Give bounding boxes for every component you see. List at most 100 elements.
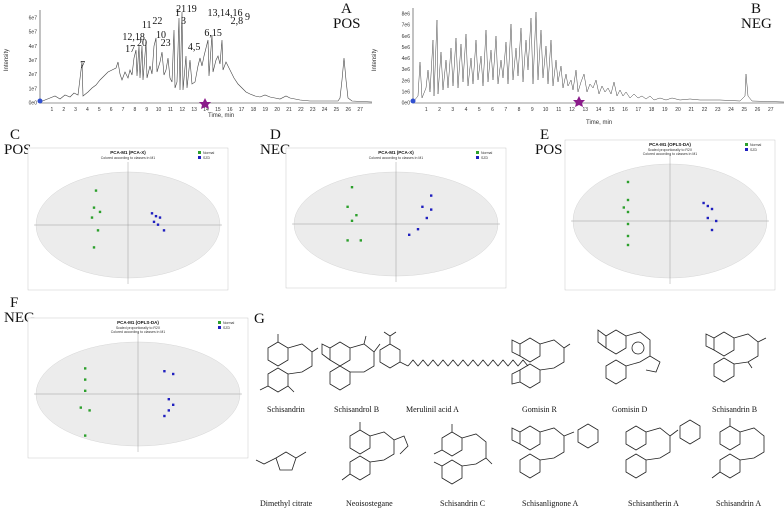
A-xtick: 11	[168, 107, 173, 113]
A-xtick: 13	[191, 107, 197, 113]
F-normal-point	[84, 378, 87, 381]
A-xtick: 14	[203, 107, 209, 113]
panel-C-mode: POS	[4, 142, 32, 158]
B-xtick: 19	[662, 107, 668, 113]
A-xtick: 15	[215, 107, 221, 113]
C-normal-point	[92, 246, 96, 249]
E-title2: Scaled proportionally to R2X	[648, 148, 693, 152]
E-normal-point	[626, 198, 630, 202]
B-xtick: 9	[531, 107, 534, 113]
name-gomisin-r: Gomisin R	[522, 405, 558, 414]
B-xtick: 12	[569, 107, 575, 113]
chromatogram-B: Intensity Time, min 0e0 1e6 2e6 3e6 4e6 5e6 6e…	[372, 8, 784, 126]
score-plot-E: PCA-M1 (OPLS-DA)Scaled proportionally to…	[564, 139, 776, 291]
D-szd-point	[416, 228, 420, 231]
name-schisanlignone-a: Schisanlignone A	[522, 499, 578, 508]
B-ytick: 8e6	[402, 12, 411, 18]
A-ytick: 3e7	[29, 58, 38, 64]
panel-D-letter: D	[270, 127, 281, 143]
A-peak-label: 1	[175, 8, 180, 19]
B-xtick: 15	[609, 107, 615, 113]
B-xtick: 22	[702, 107, 708, 113]
A-peak-label: 3	[181, 16, 186, 27]
F-title1: PCA-M1 (OPLS-DA)	[117, 320, 159, 325]
struct-dimethyl-citrate	[255, 451, 307, 471]
F-szd-point	[172, 403, 175, 406]
B-xtick: 26	[755, 107, 761, 113]
C-szd-point	[154, 214, 158, 218]
F-normal-point	[88, 409, 91, 412]
struct-schisandrin-a	[711, 418, 765, 479]
E-szd-point	[706, 204, 709, 208]
A-origin-marker	[37, 98, 43, 104]
panel-A-mode: POS	[333, 16, 361, 32]
structures-G	[255, 329, 767, 485]
panel-C-letter: C	[10, 127, 21, 143]
E-normal-point	[626, 222, 630, 226]
B-ytick: 3e6	[402, 67, 411, 73]
panel-D-mode: NEG	[260, 142, 291, 158]
B-xlabel: Time, min	[586, 120, 612, 126]
A-peak-label: 17	[125, 44, 135, 55]
B-xtick: 27	[768, 107, 774, 113]
D-normal-point	[359, 239, 362, 242]
A-xlabel: Time, min	[208, 113, 234, 119]
B-xtick: 14	[596, 107, 602, 113]
F-szd-point	[163, 370, 166, 373]
E-normal-point	[626, 234, 630, 238]
name-schisandrin: Schisandrin	[267, 405, 305, 414]
D-normal-point	[350, 186, 354, 189]
E-title3: Colored according to classes in M1	[643, 152, 698, 156]
E-legend-normal: Normal	[750, 143, 762, 147]
D-normal-point	[346, 205, 349, 208]
C-normal-point	[96, 229, 100, 232]
B-ylabel: Intensity	[372, 49, 378, 71]
F-szd-point	[163, 414, 166, 418]
chromatogram-A: Intensity Time, min 0e0 1e7 2e7 3e7 4e7 5e7 6e…	[4, 4, 373, 119]
C-normal-point	[94, 189, 98, 192]
D-szd-point	[425, 216, 428, 220]
panel-E-letter: E	[540, 127, 550, 143]
D-szd-point	[421, 205, 424, 208]
name-schisantherin-a: Schisantherin A	[628, 499, 679, 508]
D-normal-point	[350, 219, 354, 222]
struct-schisantherin-a	[625, 419, 701, 479]
C-szd-point	[162, 229, 166, 232]
A-xtick: 2	[62, 107, 65, 113]
A-peak-label: 20	[137, 38, 147, 49]
A-xtick: 20	[274, 107, 280, 113]
F-szd-point	[172, 372, 175, 376]
A-peak-label: 9	[245, 12, 250, 23]
B-xtick: 10	[543, 107, 549, 113]
C-szd-point	[152, 220, 156, 224]
D-legend-normal: Normal	[481, 151, 493, 155]
F-normal-point	[84, 434, 87, 437]
name-gomisin-d: Gomisin D	[612, 405, 648, 414]
F-legend-szd: SZD	[223, 326, 230, 330]
A-xtick: 19	[263, 107, 269, 113]
panel-G-letter: G	[254, 311, 265, 327]
B-xtick: 17	[635, 107, 641, 113]
C-legend-normal: Normal	[203, 151, 215, 155]
score-plot-C: PCA-M1 (PCA-X)Colored according to class…	[27, 147, 229, 291]
A-peak-label: 4,5	[188, 42, 201, 53]
E-szd-point	[715, 219, 718, 223]
A-ytick: 6e7	[29, 16, 38, 22]
struct-gomisin-d	[597, 329, 661, 385]
E-normal-point	[626, 180, 630, 184]
A-trace	[39, 11, 373, 103]
B-ytick: 4e6	[402, 56, 411, 62]
A-xtick: 3	[74, 107, 77, 113]
A-xtick: 7	[122, 107, 125, 113]
B-xtick: 16	[622, 107, 628, 113]
A-xtick: 12	[180, 107, 186, 113]
A-ytick: 2e7	[29, 72, 38, 78]
A-xtick: 16	[227, 107, 233, 113]
panel-F-letter: F	[10, 295, 19, 311]
E-szd-point	[706, 216, 709, 220]
B-xtick: 25	[741, 107, 747, 113]
B-xtick: 6	[491, 107, 494, 113]
panel-B-letter: B	[751, 1, 762, 17]
D-legend-szd: SZD	[481, 156, 488, 160]
